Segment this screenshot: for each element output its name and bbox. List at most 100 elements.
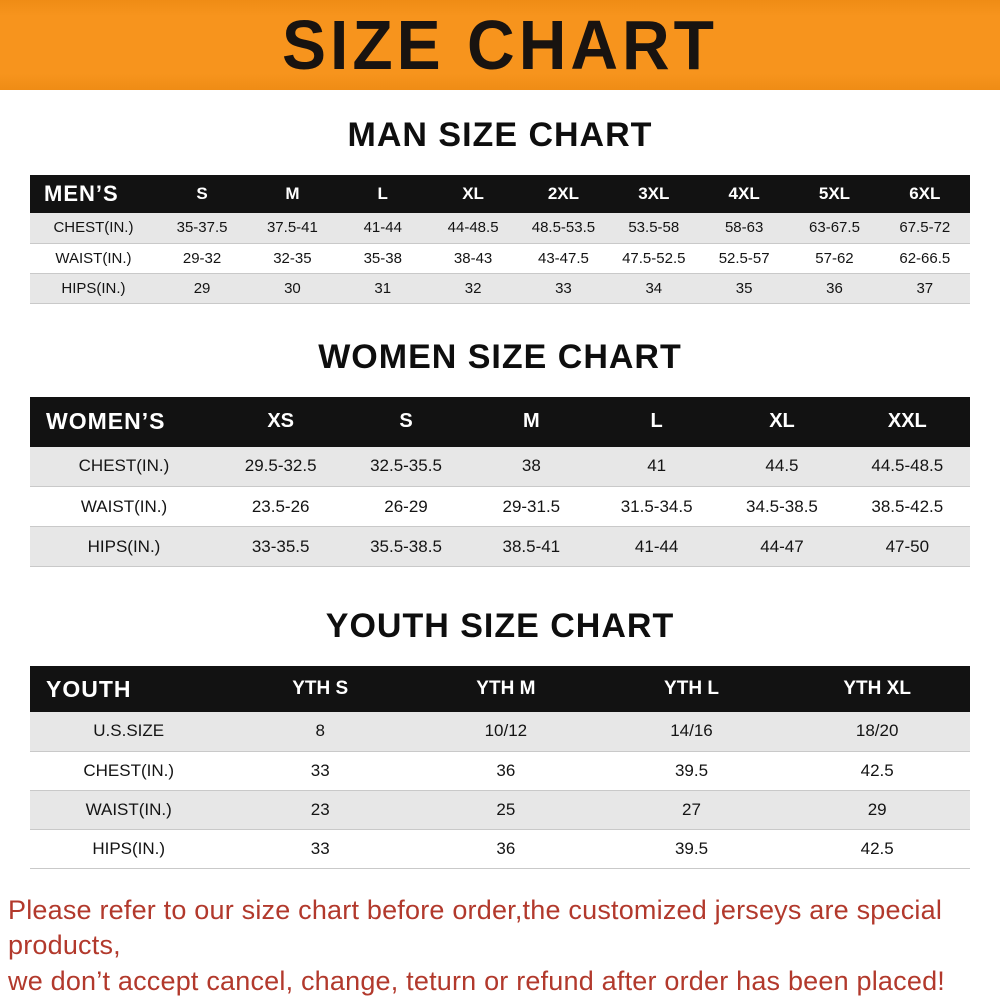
row-label-cell: CHEST(IN.): [30, 213, 157, 244]
size-value-cell: 23: [227, 790, 414, 830]
size-value-cell: 35-38: [337, 243, 428, 274]
size-value-cell: 44.5-48.5: [844, 446, 970, 487]
size-column-header: YTH XL: [784, 666, 970, 712]
table-header-row: YOUTH YTH S YTH M YTH L YTH XL: [30, 666, 970, 712]
row-label-cell: CHEST(IN.): [30, 751, 228, 791]
size-value-cell: 23.5-26: [218, 486, 344, 527]
size-value-cell: 41: [593, 446, 720, 487]
size-value-cell: 29: [156, 273, 248, 304]
man-size-table: MEN’S S M L XL 2XL 3XL 4XL 5XL 6XL CHEST(IN.) 35-37…: [30, 175, 970, 304]
size-value-cell: 10/12: [413, 712, 599, 752]
size-value-cell: 30: [247, 273, 338, 304]
table-title-cell: MEN’S: [30, 175, 157, 213]
size-value-cell: 32: [427, 273, 519, 304]
row-label-cell: CHEST(IN.): [30, 446, 218, 487]
size-value-cell: 18/20: [784, 712, 970, 752]
size-value-cell: 44-48.5: [427, 213, 519, 244]
youth-size-section: YOUTH SIZE CHART YOUTH YTH S YTH M YTH L YTH…: [0, 607, 1000, 869]
size-value-cell: 63-67.5: [789, 213, 880, 244]
size-value-cell: 48.5-53.5: [518, 213, 609, 244]
table-title-cell: YOUTH: [30, 666, 228, 712]
size-value-cell: 38.5-42.5: [844, 486, 970, 527]
size-value-cell: 14/16: [598, 712, 785, 752]
order-disclaimer: Please refer to our size chart before or…: [0, 893, 1000, 1000]
size-value-cell: 32.5-35.5: [343, 446, 469, 487]
row-label-cell: WAIST(IN.): [30, 790, 228, 830]
size-value-cell: 26-29: [343, 486, 469, 527]
man-size-section: MAN SIZE CHART MEN’S S M L XL 2XL 3XL 4XL 5XL 6XL…: [0, 116, 1000, 304]
table-row: CHEST(IN.) 29.5-32.5 32.5-35.5 38 41 44.5 44.5…: [30, 446, 970, 487]
size-value-cell: 29-32: [156, 243, 248, 274]
women-size-section: WOMEN SIZE CHART WOMEN’S XS S M L XL XXL CHEST(…: [0, 337, 1000, 567]
size-value-cell: 62-66.5: [879, 243, 970, 274]
youth-size-table: YOUTH YTH S YTH M YTH L YTH XL U.S.SIZE 8 10/12…: [30, 666, 970, 869]
table-row: WAIST(IN.) 23.5-26 26-29 29-31.5 31.5-34.5 34…: [30, 486, 970, 527]
size-value-cell: 37.5-41: [247, 213, 338, 244]
row-label-cell: HIPS(IN.): [30, 273, 157, 304]
size-column-header: 2XL: [518, 175, 609, 213]
title-banner: SIZE CHART: [0, 0, 1000, 90]
size-column-header: XXL: [844, 396, 970, 447]
size-column-header: L: [337, 175, 428, 213]
size-value-cell: 41-44: [593, 526, 720, 567]
size-value-cell: 47-50: [844, 526, 970, 567]
size-value-cell: 33: [227, 751, 414, 791]
size-value-cell: 58-63: [698, 213, 790, 244]
size-value-cell: 36: [789, 273, 880, 304]
size-column-header: YTH L: [598, 666, 785, 712]
size-value-cell: 44-47: [719, 526, 845, 567]
table-row: HIPS(IN.) 29 30 31 32 33 34 35 36 37: [30, 273, 970, 304]
page-title: SIZE CHART: [282, 6, 718, 84]
size-value-cell: 33: [518, 273, 609, 304]
size-value-cell: 33-35.5: [218, 526, 344, 567]
size-value-cell: 34.5-38.5: [719, 486, 845, 527]
women-chart-heading: WOMEN SIZE CHART: [318, 337, 682, 376]
size-value-cell: 52.5-57: [698, 243, 790, 274]
size-column-header: S: [343, 396, 469, 447]
size-column-header: XS: [218, 396, 344, 447]
size-value-cell: 33: [227, 829, 414, 869]
size-value-cell: 41-44: [337, 213, 428, 244]
size-column-header: 4XL: [698, 175, 790, 213]
table-row: CHEST(IN.) 35-37.5 37.5-41 41-44 44-48.5 48.5…: [30, 213, 970, 244]
size-value-cell: 8: [227, 712, 414, 752]
row-label-cell: HIPS(IN.): [30, 829, 228, 869]
size-column-header: S: [156, 175, 248, 213]
size-value-cell: 35: [698, 273, 790, 304]
size-value-cell: 39.5: [598, 829, 785, 869]
women-size-table: WOMEN’S XS S M L XL XXL CHEST(IN.) 29.5-32.5 32.5…: [30, 396, 970, 567]
size-value-cell: 42.5: [784, 829, 970, 869]
size-column-header: M: [247, 175, 338, 213]
table-row: U.S.SIZE 8 10/12 14/16 18/20: [30, 712, 970, 752]
size-column-header: YTH S: [227, 666, 414, 712]
size-value-cell: 29-31.5: [468, 486, 594, 527]
size-value-cell: 37: [879, 273, 970, 304]
size-value-cell: 35-37.5: [156, 213, 248, 244]
size-value-cell: 31.5-34.5: [593, 486, 720, 527]
disclaimer-line-1: Please refer to our size chart before or…: [8, 894, 943, 961]
size-value-cell: 42.5: [784, 751, 970, 791]
size-value-cell: 31: [337, 273, 428, 304]
table-row: WAIST(IN.) 23 25 27 29: [30, 790, 970, 830]
table-header-row: MEN’S S M L XL 2XL 3XL 4XL 5XL 6XL: [30, 175, 970, 213]
size-value-cell: 38: [468, 446, 594, 487]
size-value-cell: 29.5-32.5: [218, 446, 344, 487]
size-column-header: YTH M: [413, 666, 599, 712]
size-column-header: 6XL: [879, 175, 970, 213]
size-value-cell: 57-62: [789, 243, 880, 274]
size-value-cell: 36: [413, 751, 599, 791]
size-column-header: M: [468, 396, 594, 447]
row-label-cell: WAIST(IN.): [30, 243, 157, 274]
size-value-cell: 35.5-38.5: [343, 526, 469, 567]
youth-chart-heading: YOUTH SIZE CHART: [325, 607, 675, 645]
size-value-cell: 25: [413, 790, 599, 830]
size-column-header: 5XL: [789, 175, 880, 213]
size-column-header: XL: [719, 396, 845, 447]
size-value-cell: 38-43: [427, 243, 519, 274]
table-row: HIPS(IN.) 33-35.5 35.5-38.5 38.5-41 41-44 44-…: [30, 526, 970, 567]
size-value-cell: 39.5: [598, 751, 785, 791]
table-header-row: WOMEN’S XS S M L XL XXL: [30, 396, 970, 447]
table-row: HIPS(IN.) 33 36 39.5 42.5: [30, 829, 970, 869]
disclaimer-line-2: we don’t accept cancel, change, teturn o…: [8, 965, 945, 996]
